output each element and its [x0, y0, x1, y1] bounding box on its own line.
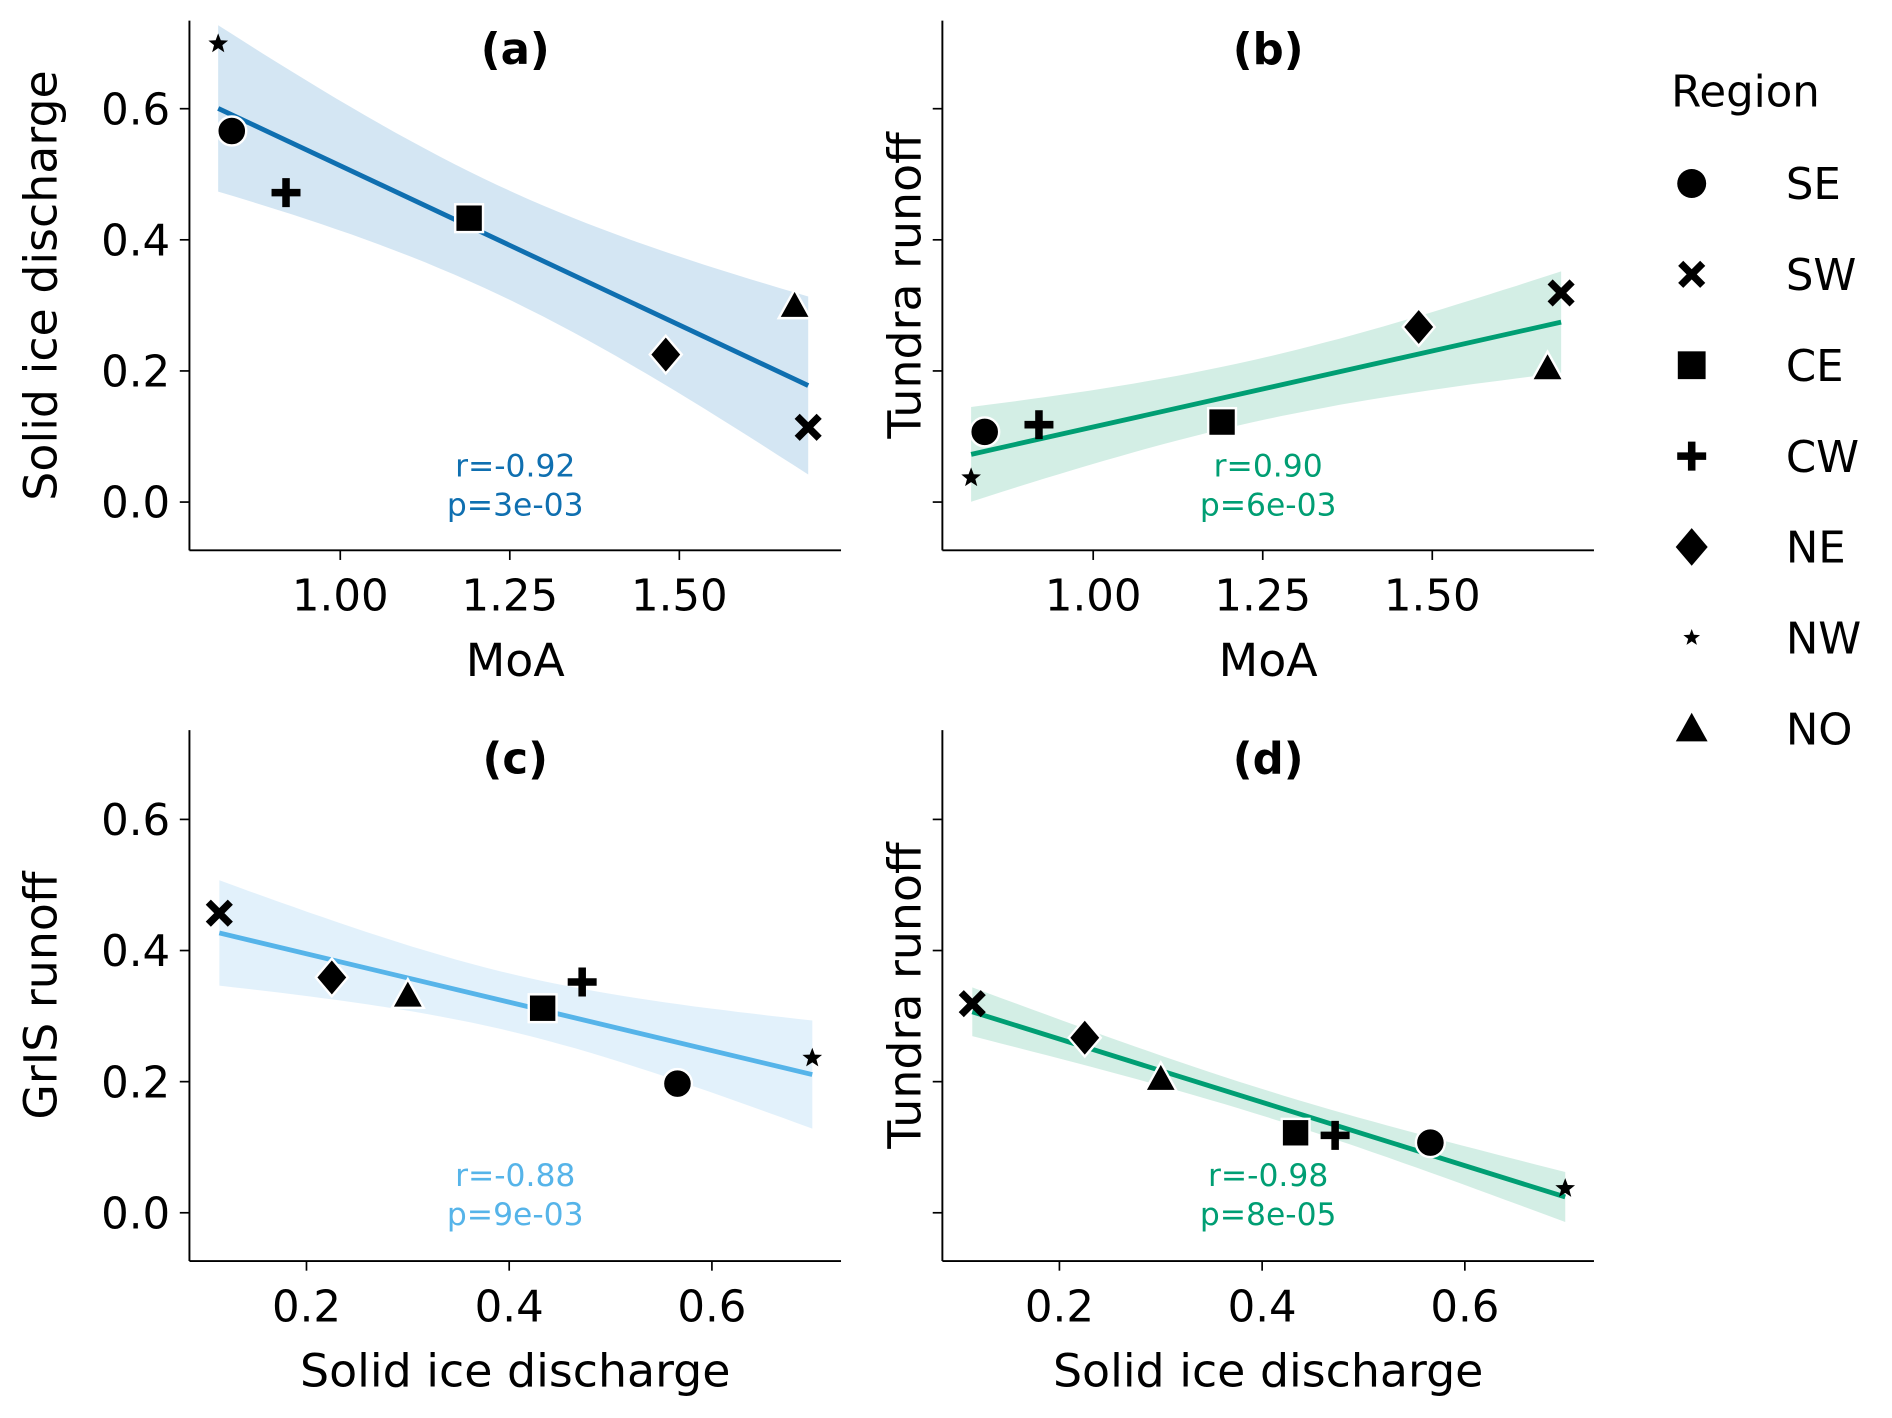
data-point-nw: [961, 467, 981, 487]
legend-label-no: NO: [1786, 705, 1853, 755]
data-point-ne: [1401, 306, 1437, 348]
legend-marker-nw: [1683, 629, 1701, 645]
legend-marker-ne: [1675, 528, 1708, 566]
y-tick-label: 0.6: [101, 85, 170, 135]
data-point-cw: [1320, 1120, 1350, 1150]
data-point-cw: [271, 178, 301, 208]
x-tick-label: 1.50: [1384, 572, 1481, 622]
data-point-cw: [567, 967, 597, 997]
x-axis-label: MoA: [1219, 633, 1318, 687]
legend-title: Region: [1671, 67, 1820, 117]
data-point-sw: [958, 990, 986, 1018]
correlation-r: r=-0.88: [455, 1158, 575, 1194]
correlation-r: r=0.90: [1214, 449, 1323, 485]
legend-label-ne: NE: [1786, 524, 1846, 574]
panel-c: 0.2 0.4 0.6 0.0 0.2 0.4 0.6 Solid ice discharge…: [14, 730, 842, 1398]
regression-line: [217, 106, 810, 388]
data-point-ce: [454, 203, 485, 234]
data-point-ne: [314, 956, 350, 999]
panel-a: 1.00 1.25 1.50 0.0 0.2 0.4 0.6 MoA Solid ice dis…: [14, 20, 842, 687]
confidence-band: [218, 25, 809, 475]
legend-label-cw: CW: [1786, 433, 1859, 483]
panel-d: 0.2 0.4 0.6 Solid ice discharge Tundra runof…: [878, 730, 1594, 1398]
data-point-se: [969, 416, 1001, 448]
x-axis-label: MoA: [466, 633, 565, 687]
data-point-no: [1142, 1059, 1179, 1093]
legend-label-se: SE: [1786, 160, 1841, 210]
panel-title: (b): [1233, 25, 1304, 75]
y-axis-label: Solid ice discharge: [14, 70, 68, 500]
y-tick-label: 0.0: [101, 479, 170, 529]
data-point-ne: [648, 333, 684, 376]
y-axis-label: Tundra runoff: [878, 131, 932, 440]
legend-marker-no: [1675, 712, 1708, 742]
y-tick-label: 0.6: [101, 796, 170, 846]
legend-marker-sw: [1678, 260, 1706, 288]
legend-label-nw: NW: [1786, 614, 1861, 664]
x-axis-label: Solid ice discharge: [1053, 1344, 1483, 1398]
data-point-sw: [794, 413, 822, 441]
panel-title: (d): [1233, 735, 1304, 785]
x-tick-label: 1.25: [461, 572, 558, 622]
legend-marker-cw: [1677, 441, 1707, 471]
data-point-se: [216, 115, 248, 147]
x-tick-label: 0.2: [1025, 1282, 1094, 1332]
data-point-ce: [1206, 406, 1238, 438]
legend-marker-se: [1677, 169, 1707, 198]
x-axis-label: Solid ice discharge: [300, 1344, 730, 1398]
x-tick-label: 0.6: [677, 1282, 746, 1332]
y-axis-label: GrIS runoff: [14, 870, 68, 1120]
panel-title: (a): [481, 25, 550, 75]
correlation-p: p=8e-05: [1200, 1197, 1337, 1233]
x-tick-label: 1.00: [292, 572, 389, 622]
x-tick-label: 0.4: [1228, 1282, 1297, 1332]
data-point-ne: [1067, 1017, 1103, 1059]
regression-line: [971, 1009, 1566, 1200]
data-point-sw: [1547, 279, 1575, 307]
y-tick-label: 0.0: [101, 1189, 170, 1239]
data-point-nw: [1555, 1178, 1576, 1197]
correlation-r: r=-0.92: [455, 449, 575, 485]
data-point-nw: [802, 1047, 823, 1067]
panel-b: 1.00 1.25 1.50 MoA Tundra runoff (b) r=0.90p=6…: [878, 20, 1594, 687]
data-point-cw: [1024, 410, 1054, 440]
data-point-ce: [527, 993, 558, 1024]
correlation-r: r=-0.98: [1208, 1158, 1328, 1194]
data-point-no: [1529, 349, 1566, 382]
legend-label-sw: SW: [1786, 251, 1857, 301]
data-point-nw: [208, 33, 229, 53]
x-tick-label: 1.50: [631, 572, 728, 622]
legend-label-ce: CE: [1786, 342, 1844, 392]
y-axis-label: Tundra runoff: [878, 841, 932, 1150]
data-point-se: [661, 1067, 694, 1100]
x-tick-label: 1.00: [1045, 572, 1142, 622]
regression-line: [218, 930, 813, 1077]
x-tick-label: 0.4: [475, 1282, 544, 1332]
data-point-no: [776, 286, 813, 320]
legend-marker-ce: [1677, 351, 1706, 380]
correlation-p: p=9e-03: [447, 1197, 584, 1233]
correlation-p: p=6e-03: [1200, 487, 1337, 523]
y-tick-label: 0.2: [101, 348, 170, 398]
x-tick-label: 1.25: [1214, 572, 1311, 622]
legend: Region SE SW CE CW NE NW NO: [1671, 67, 1861, 755]
y-tick-label: 0.2: [101, 1058, 170, 1108]
y-tick-label: 0.4: [101, 927, 170, 977]
correlation-p: p=3e-03: [447, 487, 584, 523]
data-point-se: [1414, 1126, 1447, 1159]
panel-title: (c): [483, 735, 548, 785]
data-point-sw: [205, 899, 233, 927]
regression-line: [970, 319, 1562, 457]
x-tick-label: 0.6: [1430, 1282, 1499, 1332]
data-point-no: [389, 976, 426, 1010]
y-tick-label: 0.4: [101, 217, 170, 267]
x-tick-label: 0.2: [272, 1282, 341, 1332]
data-point-ce: [1280, 1117, 1311, 1148]
